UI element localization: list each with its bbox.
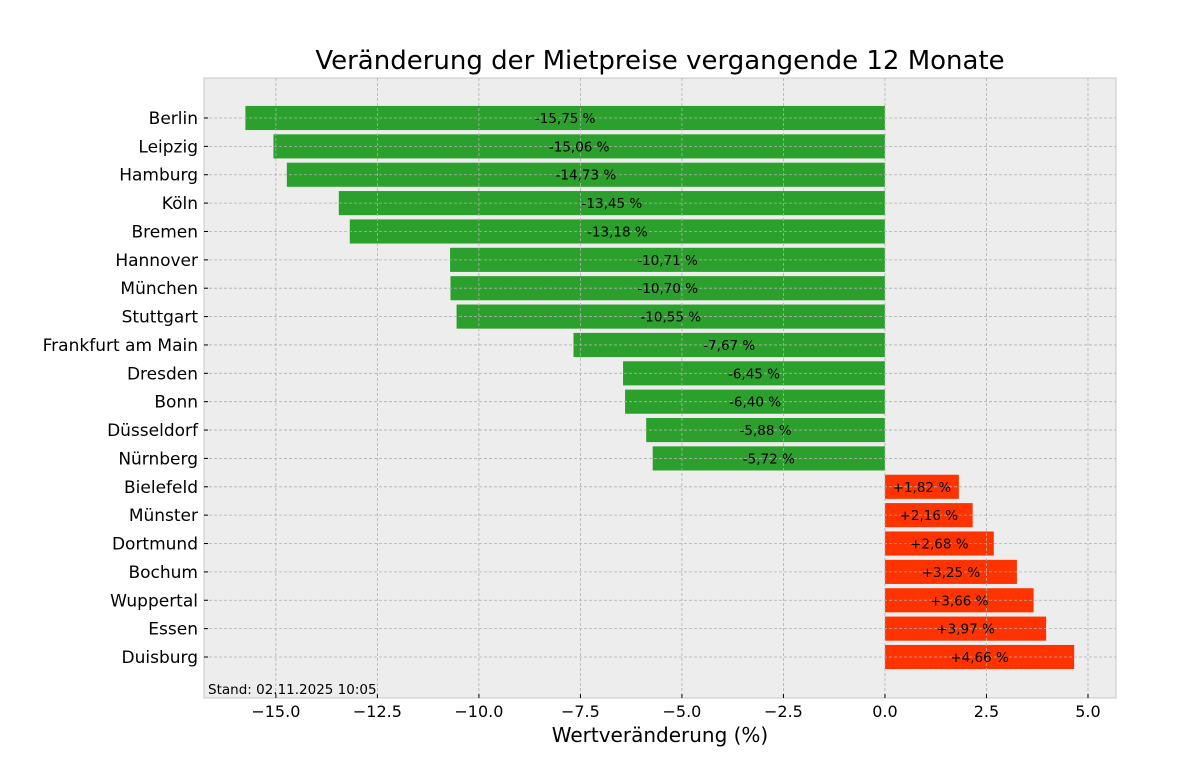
- data-label: +3,25 %: [922, 565, 981, 581]
- y-tick-label: Düsseldorf: [107, 421, 199, 441]
- data-label: -6,45 %: [728, 366, 780, 382]
- data-label: -5,72 %: [743, 451, 795, 467]
- x-tick-label: −5.0: [662, 702, 701, 721]
- y-tick-label: Berlin: [149, 109, 198, 129]
- data-label: +3,97 %: [936, 622, 995, 638]
- y-tick-label: Münster: [129, 506, 198, 526]
- y-tick-label: Duisburg: [122, 648, 199, 668]
- data-label: -13,18 %: [587, 224, 648, 240]
- data-label: -5,88 %: [740, 423, 792, 439]
- y-tick-label: Dresden: [127, 364, 198, 384]
- y-tick-label: Hamburg: [119, 166, 198, 186]
- data-label: -10,70 %: [637, 281, 698, 297]
- x-tick-label: −12.5: [353, 702, 402, 721]
- y-tick-label: Bielefeld: [124, 478, 198, 498]
- y-tick-label: Essen: [148, 620, 198, 640]
- x-tick-label: −7.5: [561, 702, 600, 721]
- y-tick-label: München: [120, 279, 198, 299]
- data-label: +1,82 %: [893, 480, 952, 496]
- y-tick-label: Dortmund: [112, 535, 198, 555]
- data-label: -13,45 %: [582, 196, 643, 212]
- data-label: -14,73 %: [556, 168, 617, 184]
- y-tick-label: Nürnberg: [118, 449, 198, 469]
- x-tick-label: 2.5: [974, 702, 999, 721]
- x-axis-label: Wertveränderung (%): [552, 723, 769, 747]
- y-tick-label: Frankfurt am Main: [43, 336, 198, 356]
- chart-title: Veränderung der Mietpreise vergangende 1…: [315, 46, 1004, 76]
- data-label: -15,06 %: [549, 139, 610, 155]
- y-tick-label: Köln: [162, 194, 198, 214]
- x-tick-label: −15.0: [251, 702, 300, 721]
- y-tick-label: Bonn: [154, 393, 198, 413]
- data-label: +2,16 %: [900, 508, 959, 524]
- bar-5: [450, 247, 885, 272]
- data-label: -15,75 %: [535, 111, 596, 127]
- data-label: -6,40 %: [729, 395, 781, 411]
- x-tick-label: 0.0: [872, 702, 897, 721]
- y-tick-label: Bochum: [128, 563, 198, 583]
- x-tick-label: −10.0: [454, 702, 503, 721]
- data-label: +2,68 %: [910, 537, 969, 553]
- y-tick-label: Wuppertal: [110, 591, 198, 611]
- data-label: +4,66 %: [950, 650, 1009, 666]
- y-tick-label: Bremen: [131, 222, 198, 242]
- bar-6: [450, 276, 885, 301]
- y-tick-label: Leipzig: [138, 137, 198, 157]
- data-label: -10,55 %: [640, 310, 701, 326]
- data-label: -10,71 %: [637, 253, 698, 269]
- y-tick-label: Stuttgart: [122, 308, 199, 328]
- timestamp-annotation: Stand: 02.11.2025 10:05: [208, 682, 377, 698]
- data-label: +3,66 %: [930, 593, 989, 609]
- y-tick-label: Hannover: [115, 251, 198, 271]
- data-label: -7,67 %: [703, 338, 755, 354]
- x-tick-label: −2.5: [764, 702, 803, 721]
- x-tick-label: 5.0: [1075, 702, 1100, 721]
